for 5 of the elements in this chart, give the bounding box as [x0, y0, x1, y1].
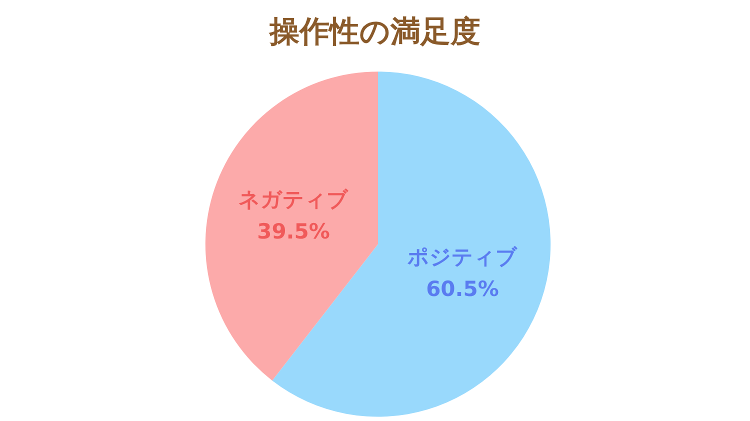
chart-title: 操作性の満足度: [268, 14, 480, 50]
slice-label: ネガティブ: [238, 187, 350, 212]
data-label: 60.5%: [426, 277, 499, 302]
slice-label: ポジティブ: [406, 245, 518, 270]
data-label: 39.5%: [257, 219, 330, 244]
